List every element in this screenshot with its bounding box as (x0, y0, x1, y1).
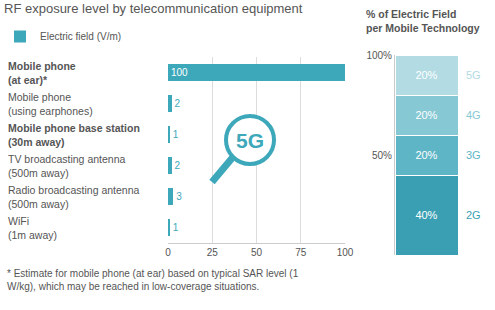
svg-text:3G: 3G (466, 149, 481, 161)
svg-text:Mobile phone(at ear)*: Mobile phone(at ear)* (8, 60, 76, 86)
svg-text:Electric field (V/m): Electric field (V/m) (40, 31, 121, 42)
svg-text:25: 25 (207, 247, 219, 258)
svg-text:* Estimate for mobile phone (a: * Estimate for mobile phone (at ear) bas… (7, 268, 299, 292)
svg-text:2G: 2G (466, 209, 481, 221)
svg-text:1: 1 (173, 129, 179, 140)
svg-text:5G: 5G (466, 69, 481, 81)
svg-text:20%: 20% (415, 149, 437, 161)
svg-text:% of Electric Fieldper Mobile: % of Electric Fieldper Mobile Technology (366, 8, 480, 34)
svg-text:50: 50 (251, 247, 263, 258)
svg-text:20%: 20% (415, 69, 437, 81)
svg-text:WiFi(1m away): WiFi(1m away) (8, 215, 57, 241)
svg-text:75: 75 (295, 247, 307, 258)
svg-text:4G: 4G (466, 109, 481, 121)
svg-text:40%: 40% (415, 209, 437, 221)
svg-text:20%: 20% (415, 109, 437, 121)
svg-text:2: 2 (175, 98, 181, 109)
svg-text:100%: 100% (366, 50, 392, 61)
svg-text:50%: 50% (372, 150, 392, 161)
svg-text:Radio broadcasting antenna(500: Radio broadcasting antenna(500m away) (8, 184, 140, 210)
svg-text:0: 0 (165, 247, 171, 258)
svg-text:5G: 5G (236, 129, 264, 152)
svg-text:2: 2 (175, 160, 181, 171)
svg-text:Mobile phone(using earphones): Mobile phone(using earphones) (8, 91, 93, 117)
svg-text:100: 100 (171, 67, 188, 78)
svg-text:100: 100 (337, 247, 354, 258)
svg-text:3: 3 (176, 191, 182, 202)
svg-text:1: 1 (173, 222, 179, 233)
svg-text:RF exposure level by telecommu: RF exposure level by telecommunication e… (4, 1, 303, 16)
svg-text:Mobile phone base station(30m: Mobile phone base station(30m away) (8, 122, 140, 148)
svg-text:TV broadcasting antenna(500m a: TV broadcasting antenna(500m away) (8, 153, 125, 179)
